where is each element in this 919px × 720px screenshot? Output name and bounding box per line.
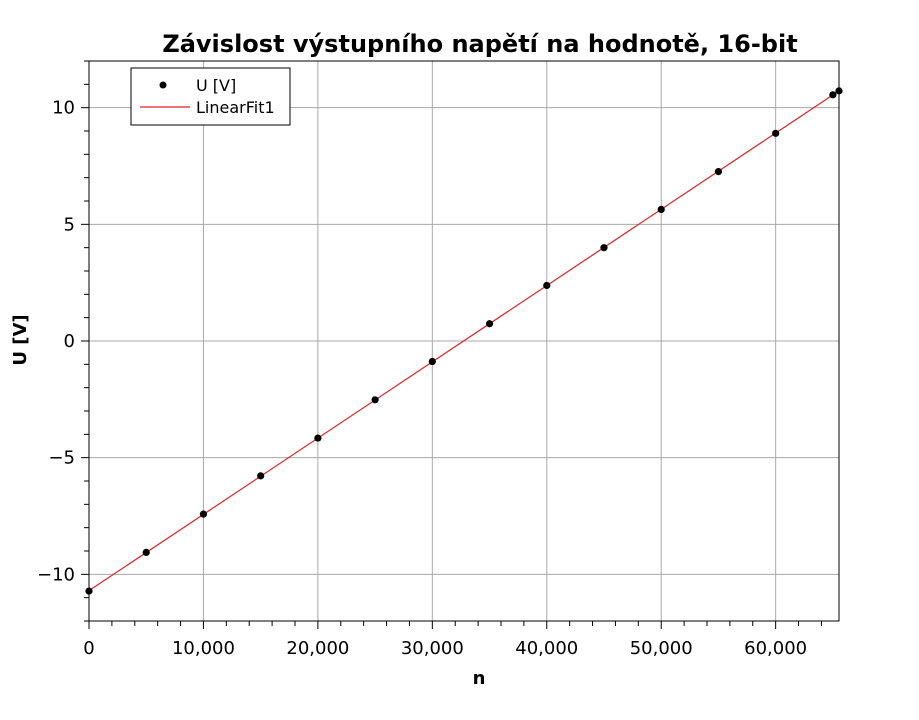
data-point (428, 357, 436, 366)
legend-label-line: LinearFit1 (196, 98, 275, 117)
x-tick-label: 40,000 (515, 638, 578, 659)
x-tick-label: 10,000 (172, 638, 235, 659)
data-point (142, 548, 150, 557)
data-point (714, 168, 723, 176)
data-point (835, 87, 843, 95)
fit-layer (88, 90, 840, 592)
y-tick-label: −5 (48, 448, 75, 469)
series-line-linearfit1 (88, 90, 840, 592)
x-tick-label: 60,000 (744, 638, 807, 659)
x-axis-label: n (473, 668, 486, 689)
legend-box (130, 67, 291, 126)
x-tick-label: 30,000 (401, 638, 464, 659)
y-tick-label: 0 (64, 331, 75, 352)
data-point (600, 244, 608, 252)
data-point (543, 281, 551, 290)
legend-marker-points (159, 81, 167, 89)
x-tick-label: 50,000 (630, 638, 693, 659)
x-tick-label: 0 (83, 638, 94, 659)
data-point (257, 472, 265, 480)
legend-label-points: U [V] (196, 76, 236, 95)
y-tick-label: −10 (37, 564, 75, 585)
data-point (829, 91, 837, 99)
data-point (85, 587, 93, 595)
data-point (199, 510, 208, 518)
data-point (772, 129, 780, 137)
legend: U [V] LinearFit1 (130, 67, 291, 126)
y-axis-label: U [V] (10, 314, 31, 365)
y-tick-label: 5 (64, 214, 75, 235)
data-point (371, 396, 379, 404)
data-point (485, 320, 494, 328)
data-point (657, 205, 665, 213)
chart-title: Závislost výstupního napětí na hodnotě, … (162, 30, 797, 58)
axes: 0 10,000 20,000 30,000 40,000 50,000 60,000 10 5… (37, 60, 822, 659)
x-tick-label: 20,000 (286, 638, 349, 659)
points-layer (85, 87, 843, 595)
y-tick-label: 10 (52, 98, 75, 119)
data-point (314, 434, 322, 442)
